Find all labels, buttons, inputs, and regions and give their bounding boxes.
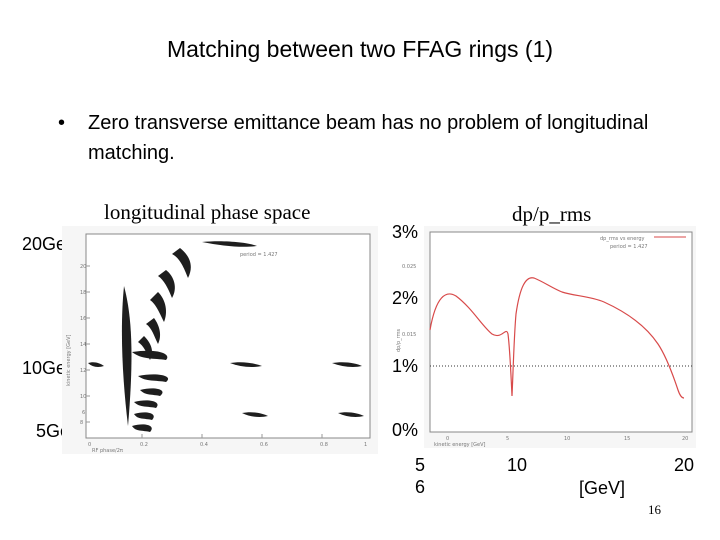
x-unit-label: [GeV] bbox=[579, 478, 626, 498]
y-tick-16: 16 bbox=[80, 316, 86, 322]
inner-x-tick-15: 15 bbox=[624, 436, 630, 442]
inner-x-tick-20: 20 bbox=[682, 436, 688, 442]
dpp-plot-frame bbox=[429, 231, 693, 433]
x-tick-0: 0 bbox=[88, 442, 91, 448]
x-tick-1: 1 bbox=[364, 442, 367, 448]
dpp-label-1pct: 1% bbox=[392, 356, 419, 376]
slide-number: 16 bbox=[648, 502, 661, 517]
y-tick-8: 8 bbox=[80, 420, 83, 426]
x-tick-0-2: 0.2 bbox=[140, 442, 148, 448]
dpp-label-3pct: 3% bbox=[392, 222, 419, 242]
x-label-6: 6 bbox=[415, 477, 426, 497]
phase-legend: period = 1.427 bbox=[240, 252, 278, 258]
slide-title: Matching between two FFAG rings (1) bbox=[166, 36, 554, 62]
phase-plot-frame bbox=[85, 233, 371, 439]
x-label-5: 5 bbox=[415, 455, 426, 475]
y-tick-18: 18 bbox=[80, 290, 86, 296]
y-tick-6: 6 bbox=[82, 410, 85, 416]
inner-y-tick-0-015: 0.015 bbox=[402, 332, 416, 338]
x-label-10: 10 bbox=[507, 455, 528, 475]
inner-x-tick-10: 10 bbox=[564, 436, 570, 442]
y-tick-10: 10 bbox=[80, 394, 86, 400]
y-axis-title: kinetic energy [GeV] bbox=[66, 334, 72, 386]
dpp-curve bbox=[429, 277, 685, 399]
y-tick-20: 20 bbox=[80, 264, 86, 270]
dpp-plot: 0.025 0.015 0 5 10 15 20 kinetic energy … bbox=[396, 226, 696, 448]
dpp-label-0pct: 0% bbox=[392, 420, 419, 440]
phase-space-plot: 20 18 16 14 12 10 8 6 0 0.2 0.4 0.6 0.8 … bbox=[62, 226, 378, 454]
bullet-text: Zero transverse emittance beam has no pr… bbox=[88, 112, 649, 164]
dpp-legend-sub: period = 1.427 bbox=[610, 244, 648, 250]
inner-x-tick-5: 5 bbox=[506, 436, 509, 442]
dpp-heading: dp/p_rms bbox=[512, 202, 592, 226]
dpp-legend: dp_rms vs energy bbox=[600, 236, 644, 242]
phase-space-heading: longitudinal phase space bbox=[104, 200, 311, 224]
x-tick-0-8: 0.8 bbox=[320, 442, 328, 448]
y-tick-12: 12 bbox=[80, 368, 86, 374]
phase-space-bunches bbox=[88, 241, 364, 432]
bullet-marker: • bbox=[58, 112, 66, 134]
x-label-20: 20 bbox=[674, 455, 695, 475]
inner-x-tick-0: 0 bbox=[446, 436, 449, 442]
inner-y-title: dp/p_rms bbox=[396, 328, 402, 352]
inner-y-tick-0-025: 0.025 bbox=[402, 264, 416, 270]
y-tick-14: 14 bbox=[80, 342, 86, 348]
inner-x-title: kinetic energy [GeV] bbox=[434, 442, 486, 448]
dpp-label-2pct: 2% bbox=[392, 288, 419, 308]
x-axis-title: RF phase/2π bbox=[92, 448, 123, 454]
x-tick-0-6: 0.6 bbox=[260, 442, 268, 448]
x-tick-0-4: 0.4 bbox=[200, 442, 208, 448]
